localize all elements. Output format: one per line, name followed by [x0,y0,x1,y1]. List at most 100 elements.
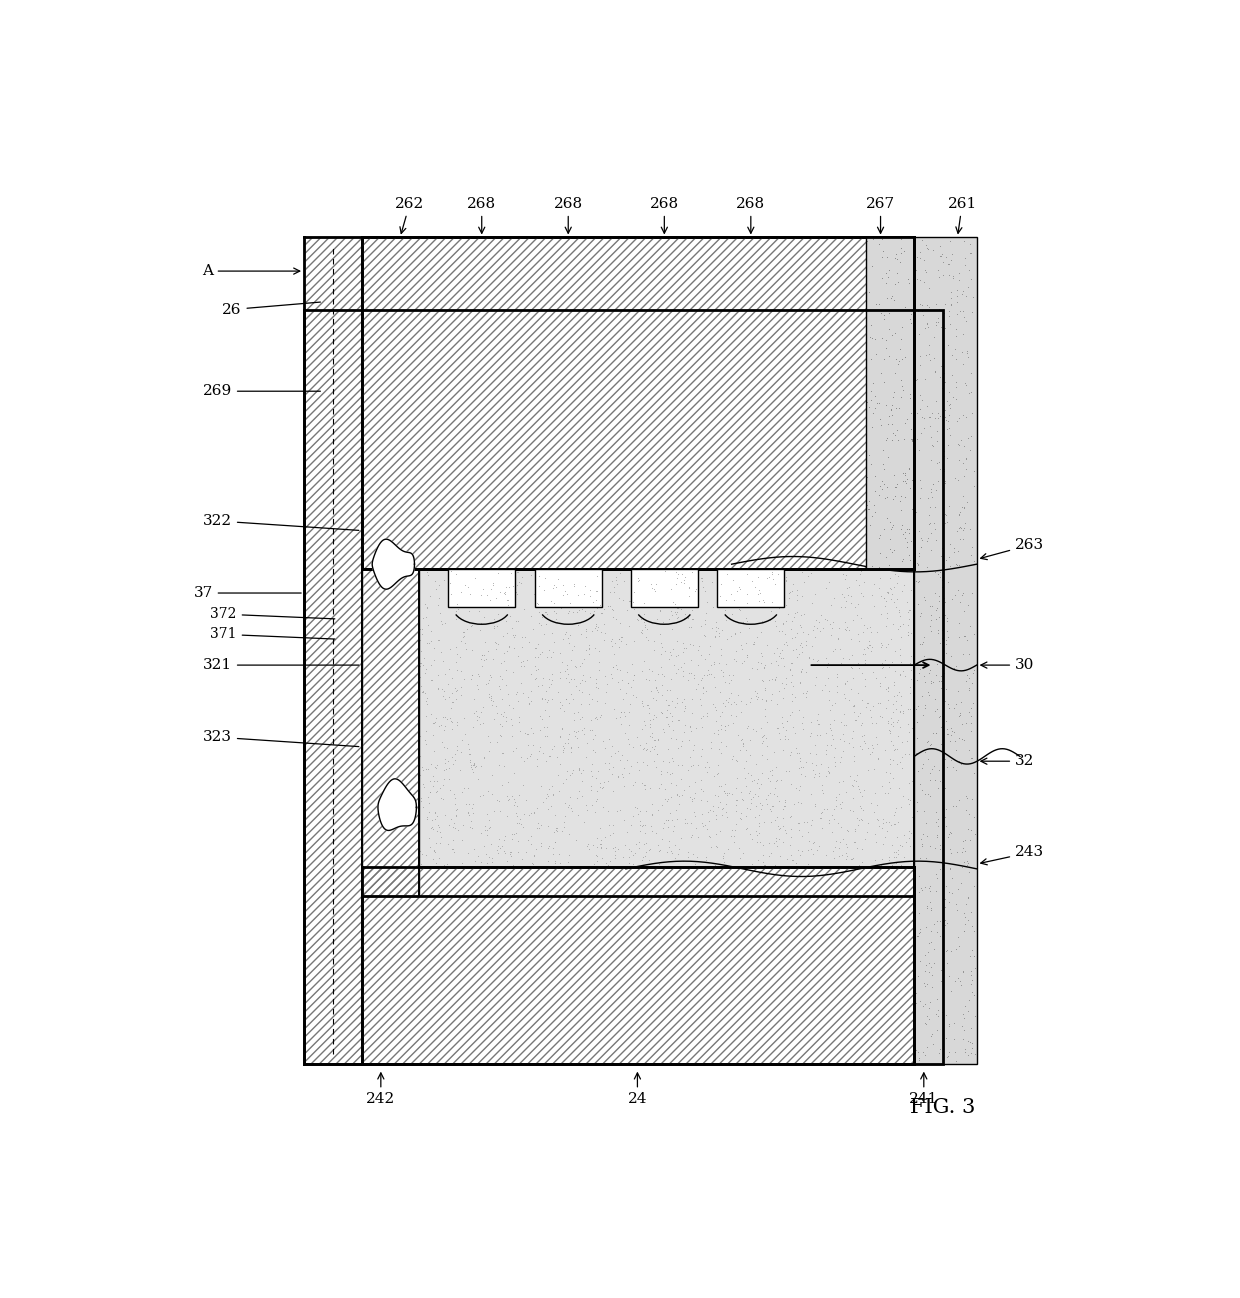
Point [415,663,435,684]
Point [955,920,975,941]
Point [522,718,542,739]
Point [673,850,693,871]
Point [472,655,492,676]
Point [362,763,382,784]
Point [569,759,589,780]
Point [771,620,791,641]
Point [662,705,682,726]
Point [417,807,436,828]
Point [879,723,899,744]
Point [797,680,817,701]
Point [942,720,962,741]
Point [869,299,889,319]
Point [692,789,712,810]
Point [774,582,794,602]
Point [532,643,552,663]
Point [356,635,376,655]
Point [863,696,883,716]
Point [389,720,409,741]
Point [872,471,892,492]
Point [531,719,551,740]
Point [515,723,534,744]
Point [568,567,588,588]
Point [601,763,621,784]
Point [930,1038,950,1059]
Point [513,652,533,672]
Point [877,546,897,567]
Point [882,707,901,728]
Point [956,670,976,691]
Point [464,716,484,737]
Point [574,724,594,745]
Point [810,620,830,641]
Point [837,578,857,598]
Point [711,561,730,582]
Point [424,639,444,659]
Point [885,841,905,862]
Point [656,691,676,711]
Point [903,431,923,452]
Point [615,701,635,722]
Point [506,802,526,823]
Point [544,736,564,757]
Point [624,598,644,619]
Point [832,792,852,813]
Point [810,724,830,745]
Text: 268: 268 [554,197,583,234]
Point [401,663,420,684]
Point [925,518,945,539]
Point [694,614,714,635]
Point [622,654,642,675]
Point [722,604,742,624]
Point [378,643,398,663]
Point [511,655,531,676]
Point [636,565,656,585]
Point [408,671,428,692]
Point [615,881,635,902]
Point [645,750,665,771]
Point [930,633,950,654]
Point [766,585,786,606]
Point [396,714,415,735]
Point [591,829,611,850]
Point [644,729,663,750]
Point [769,570,789,591]
Point [538,563,558,584]
Point [475,631,495,652]
Point [680,775,699,796]
Point [652,794,672,815]
Point [934,373,954,393]
Point [899,269,919,289]
Point [672,784,692,805]
Point [812,780,832,801]
Point [614,757,634,778]
Point [356,607,376,628]
Point [410,655,430,676]
Point [913,754,932,775]
Point [928,452,947,472]
Point [532,688,552,709]
Point [497,641,517,662]
Point [396,644,415,665]
Point [440,780,460,801]
Point [937,1046,957,1067]
Point [582,754,601,775]
Point [957,819,977,840]
Point [709,739,729,759]
Point [498,637,518,658]
Point [830,639,849,659]
Point [728,582,748,602]
Point [634,833,653,854]
Point [883,701,903,722]
Point [503,626,523,646]
Point [445,744,465,765]
Point [706,809,725,829]
Point [941,940,961,961]
Point [487,789,507,810]
Point [708,594,728,615]
Point [672,731,692,752]
Point [820,689,839,710]
Point [620,591,640,611]
Point [738,762,758,783]
Point [909,662,929,683]
